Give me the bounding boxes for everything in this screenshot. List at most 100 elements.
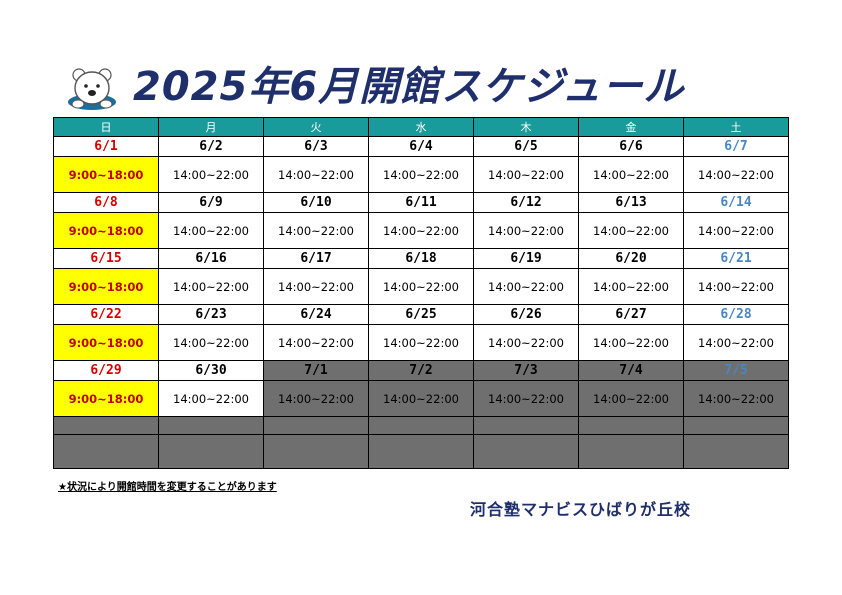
hours-cell: 14:00~22:00: [158, 268, 264, 305]
empty-cell: [368, 434, 474, 469]
hours-cell-next-month: 14:00~22:00: [263, 380, 369, 417]
hours-cell: 14:00~22:00: [473, 156, 579, 193]
hours-cell: 14:00~22:00: [683, 212, 789, 249]
hours-cell: 14:00~22:00: [263, 212, 369, 249]
hours-cell: 14:00~22:00: [683, 156, 789, 193]
hours-cell: 14:00~22:00: [368, 324, 474, 361]
date-cell: 6/15: [53, 248, 159, 269]
date-cell-next-month: 7/4: [578, 360, 684, 381]
empty-cell: [53, 434, 159, 469]
date-cell: 6/17: [263, 248, 369, 269]
date-cell-next-month: 7/2: [368, 360, 474, 381]
date-cell: 6/9: [158, 192, 264, 213]
empty-cell: [473, 416, 579, 435]
date-cell: 6/7: [683, 136, 789, 157]
schedule-table: 日 月 火 水 木 金 土 6/1 6/2 6/3 6/4 6/5 6/6 6/…: [53, 117, 789, 469]
weekday-tuesday: 火: [263, 117, 369, 137]
date-cell: 6/21: [683, 248, 789, 269]
hours-cell: 14:00~22:00: [683, 324, 789, 361]
hours-cell: 14:00~22:00: [473, 268, 579, 305]
hours-cell-next-month: 14:00~22:00: [578, 380, 684, 417]
hours-cell-next-month: 14:00~22:00: [683, 380, 789, 417]
date-cell: 6/1: [53, 136, 159, 157]
empty-hours-row: [53, 434, 789, 469]
date-cell: 6/28: [683, 304, 789, 325]
weekday-header-row: 日 月 火 水 木 金 土: [53, 117, 789, 137]
date-cell: 6/4: [368, 136, 474, 157]
hours-cell: 14:00~22:00: [263, 324, 369, 361]
hours-cell: 14:00~22:00: [578, 268, 684, 305]
empty-cell: [53, 416, 159, 435]
hours-cell: 9:00~18:00: [53, 324, 159, 361]
date-cell-next-month: 7/1: [263, 360, 369, 381]
empty-cell: [368, 416, 474, 435]
school-name: 河合塾マナビスひばりが丘校: [470, 500, 692, 519]
date-cell: 6/12: [473, 192, 579, 213]
hours-cell: 9:00~18:00: [53, 268, 159, 305]
hours-row: 9:00~18:00 14:00~22:00 14:00~22:00 14:00…: [53, 156, 789, 193]
hours-cell: 14:00~22:00: [158, 380, 264, 417]
date-cell: 6/14: [683, 192, 789, 213]
hours-cell: 14:00~22:00: [473, 324, 579, 361]
hours-row: 9:00~18:00 14:00~22:00 14:00~22:00 14:00…: [53, 268, 789, 305]
weekday-wednesday: 水: [368, 117, 474, 137]
date-cell: 6/25: [368, 304, 474, 325]
page-title: 2025年6月開館スケジュール: [133, 64, 685, 110]
date-cell-next-month: 7/5: [683, 360, 789, 381]
hours-row: 9:00~18:00 14:00~22:00 14:00~22:00 14:00…: [53, 324, 789, 361]
empty-cell: [158, 416, 264, 435]
hours-cell: 14:00~22:00: [368, 212, 474, 249]
date-cell: 6/23: [158, 304, 264, 325]
date-cell: 6/19: [473, 248, 579, 269]
hours-cell: 14:00~22:00: [263, 268, 369, 305]
date-cell: 6/27: [578, 304, 684, 325]
date-row: 6/15 6/16 6/17 6/18 6/19 6/20 6/21: [53, 248, 789, 269]
date-cell: 6/8: [53, 192, 159, 213]
hours-cell: 14:00~22:00: [578, 156, 684, 193]
date-row: 6/8 6/9 6/10 6/11 6/12 6/13 6/14: [53, 192, 789, 213]
hours-cell: 14:00~22:00: [263, 156, 369, 193]
date-row: 6/1 6/2 6/3 6/4 6/5 6/6 6/7: [53, 136, 789, 157]
date-cell-next-month: 7/3: [473, 360, 579, 381]
hours-cell: 14:00~22:00: [158, 212, 264, 249]
date-cell: 6/11: [368, 192, 474, 213]
empty-cell: [263, 434, 369, 469]
weekday-monday: 月: [158, 117, 264, 137]
empty-cell: [578, 434, 684, 469]
date-row: 6/22 6/23 6/24 6/25 6/26 6/27 6/28: [53, 304, 789, 325]
date-cell: 6/10: [263, 192, 369, 213]
hours-cell-next-month: 14:00~22:00: [473, 380, 579, 417]
hours-cell: 14:00~22:00: [158, 324, 264, 361]
hours-cell: 14:00~22:00: [368, 268, 474, 305]
date-cell: 6/24: [263, 304, 369, 325]
empty-cell: [578, 416, 684, 435]
empty-date-row: [53, 416, 789, 435]
hours-cell: 14:00~22:00: [368, 156, 474, 193]
polar-bear-icon: [68, 68, 116, 110]
empty-cell: [158, 434, 264, 469]
title-row: 2025年6月開館スケジュール: [66, 62, 766, 112]
empty-cell: [263, 416, 369, 435]
hours-cell: 14:00~22:00: [578, 212, 684, 249]
date-cell: 6/5: [473, 136, 579, 157]
hours-cell: 14:00~22:00: [158, 156, 264, 193]
hours-cell: 14:00~22:00: [683, 268, 789, 305]
hours-row: 9:00~18:00 14:00~22:00 14:00~22:00 14:00…: [53, 380, 789, 417]
weekday-friday: 金: [578, 117, 684, 137]
weekday-thursday: 木: [473, 117, 579, 137]
date-cell: 6/6: [578, 136, 684, 157]
hours-cell: 9:00~18:00: [53, 380, 159, 417]
date-cell: 6/13: [578, 192, 684, 213]
date-cell: 6/16: [158, 248, 264, 269]
hours-cell: 14:00~22:00: [473, 212, 579, 249]
date-cell: 6/18: [368, 248, 474, 269]
date-row: 6/29 6/30 7/1 7/2 7/3 7/4 7/5: [53, 360, 789, 381]
weekday-sunday: 日: [53, 117, 159, 137]
hours-cell-next-month: 14:00~22:00: [368, 380, 474, 417]
date-cell: 6/2: [158, 136, 264, 157]
empty-cell: [683, 416, 789, 435]
date-cell: 6/3: [263, 136, 369, 157]
date-cell: 6/26: [473, 304, 579, 325]
empty-cell: [683, 434, 789, 469]
weekday-saturday: 土: [683, 117, 789, 137]
